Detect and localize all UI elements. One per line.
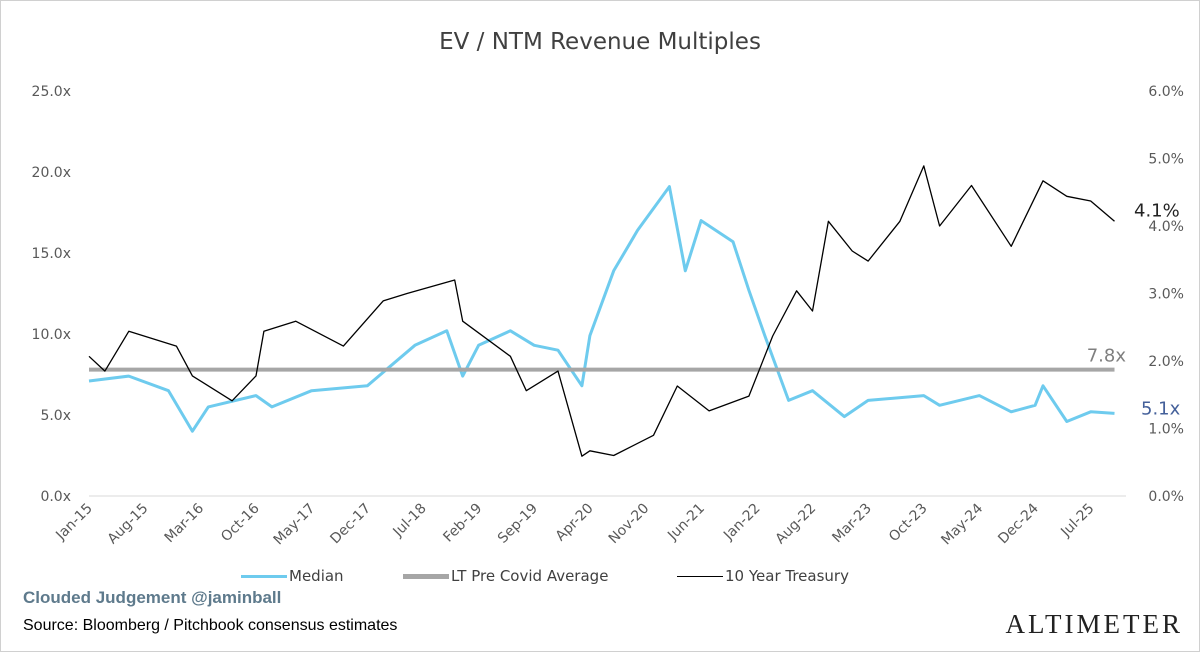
y-left-tick-label: 25.0x [32, 84, 71, 100]
x-tick-label: Aug-22 [772, 501, 819, 548]
y-left-tick-label: 10.0x [32, 327, 71, 343]
x-tick-label: Jun-21 [664, 501, 708, 545]
y-left-tick-label: 15.0x [32, 246, 71, 262]
average-value-label: 7.8x [1087, 346, 1127, 367]
treasury-last-value-label: 4.1% [1134, 200, 1180, 221]
brand-label: Clouded Judgement @jaminball [23, 588, 282, 607]
x-tick-label: Oct-23 [886, 501, 931, 546]
legend-treasury: 10 Year Treasury [677, 567, 849, 585]
y-right-tick-label: 6.0% [1148, 84, 1184, 100]
x-tick-label: Feb-19 [440, 501, 485, 546]
x-tick-label: Aug-15 [105, 501, 152, 548]
treasury-line [88, 165, 1115, 457]
chart-title: EV / NTM Revenue Multiples [439, 29, 761, 55]
y-left-tick-label: 5.0x [40, 408, 71, 424]
x-tick-label: May-17 [271, 501, 319, 549]
legend-label: Median [289, 567, 344, 585]
altimeter-logo: ALTIMETER [1005, 609, 1183, 639]
legend-label: 10 Year Treasury [725, 567, 849, 585]
x-tick-label: Mar-16 [162, 500, 208, 546]
y-right-tick-label: 2.0% [1148, 354, 1184, 370]
x-tick-label: Jul-25 [1057, 501, 1097, 541]
median-last-value-label: 5.1x [1141, 398, 1181, 419]
y-left-tick-label: 20.0x [32, 165, 71, 181]
x-tick-label: Jan-15 [52, 501, 95, 544]
x-tick-label: Sep-19 [495, 501, 541, 547]
x-tick-label: May-24 [938, 500, 986, 548]
y-right-tick-label: 0.0% [1148, 489, 1184, 505]
source-note: Source: Bloomberg / Pitchbook consensus … [23, 617, 398, 634]
x-tick-label: Nov-20 [606, 501, 653, 548]
x-tick-label: Mar-23 [829, 501, 875, 547]
legend-swatch-average [403, 573, 449, 579]
legend-median: Median [241, 567, 344, 585]
x-tick-label: Apr-20 [553, 501, 597, 545]
legend-average: LT Pre Covid Average [403, 567, 608, 585]
x-tick-label: Dec-17 [327, 501, 374, 548]
x-tick-label: Jul-18 [390, 501, 430, 541]
y-right-tick-label: 5.0% [1148, 152, 1184, 168]
y-right-tick-label: 4.0% [1148, 219, 1184, 235]
x-tick-label: Dec-24 [995, 500, 1042, 547]
legend-swatch-median [241, 574, 287, 578]
x-tick-label: Jan-22 [720, 501, 763, 544]
legend-swatch-treasury [677, 575, 723, 577]
y-right-tick-label: 1.0% [1148, 422, 1184, 438]
median-line [88, 185, 1115, 433]
y-left-tick-label: 0.0x [40, 489, 71, 505]
y-right-tick-label: 3.0% [1148, 287, 1184, 303]
legend-label: LT Pre Covid Average [451, 567, 609, 585]
x-tick-label: Oct-16 [218, 500, 263, 545]
